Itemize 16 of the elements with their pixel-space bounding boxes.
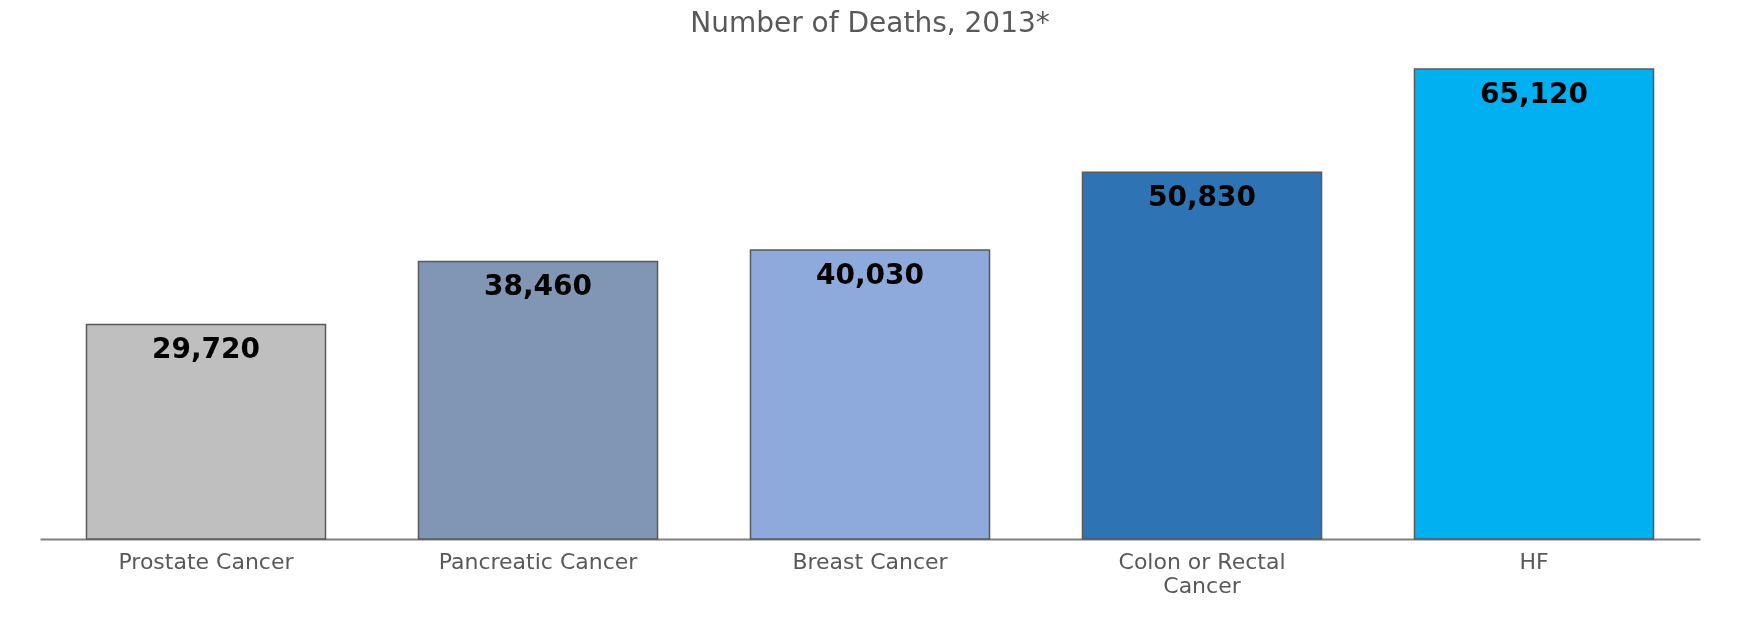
bar bbox=[1413, 68, 1655, 540]
data-label: 29,720 bbox=[151, 332, 261, 366]
data-label: 65,120 bbox=[1479, 77, 1589, 110]
data-label: 50,830 bbox=[1147, 180, 1257, 214]
chart-title: Number of Deaths, 2013* bbox=[690, 6, 1050, 40]
bar bbox=[749, 249, 991, 540]
x-tick-label: Breast Cancer bbox=[792, 548, 949, 574]
bar bbox=[85, 323, 327, 540]
x-tick-label: Pancreatic Cancer bbox=[438, 548, 639, 574]
x-tick-label: HF bbox=[1519, 548, 1549, 574]
data-label: 38,460 bbox=[483, 269, 593, 303]
bar bbox=[417, 260, 659, 540]
bar bbox=[1081, 171, 1323, 540]
x-tick-label: Prostate Cancer bbox=[118, 548, 295, 574]
x-tick-label: Colon or Rectal Cancer bbox=[1118, 548, 1286, 598]
data-label: 40,030 bbox=[815, 258, 925, 292]
